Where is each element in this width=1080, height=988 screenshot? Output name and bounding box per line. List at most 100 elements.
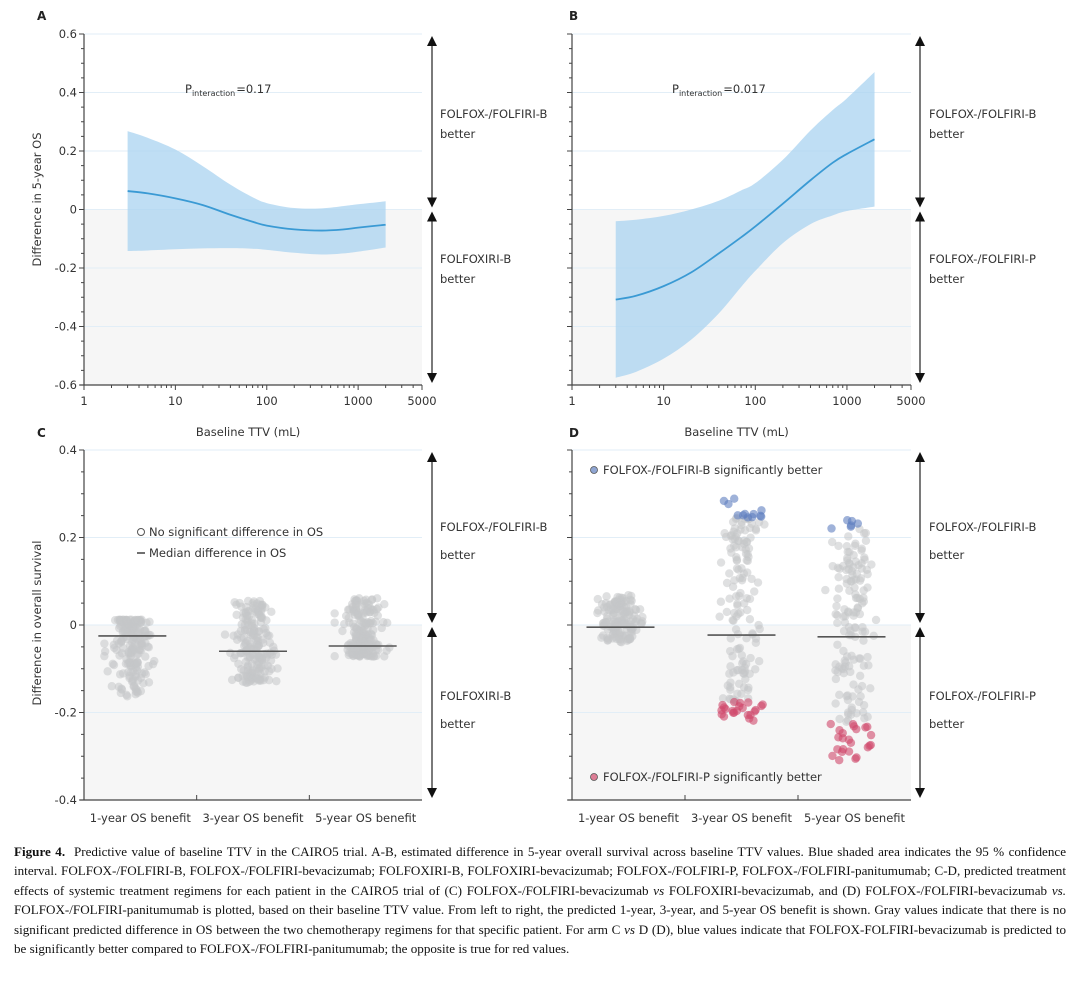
arrow-up-icon xyxy=(915,211,925,222)
data-point-gray xyxy=(242,645,252,655)
side-label-lower: better xyxy=(440,717,475,731)
data-point-red xyxy=(744,698,753,707)
side-label-upper: better xyxy=(440,127,475,141)
data-point-gray xyxy=(372,604,382,614)
data-point-gray xyxy=(728,651,737,661)
y-tick-label: -0.2 xyxy=(55,706,77,720)
arrow-down-icon xyxy=(915,788,925,798)
data-point-gray xyxy=(849,608,858,617)
p-value: =0.17 xyxy=(236,82,271,96)
data-point-gray xyxy=(827,537,837,547)
x-tick-label: 5000 xyxy=(896,394,925,408)
data-point-gray xyxy=(141,652,150,661)
data-point-gray xyxy=(232,610,241,620)
data-point-gray xyxy=(615,601,625,610)
figure-caption: Figure 4. Predictive value of baseline T… xyxy=(14,842,1066,958)
estimate-curve xyxy=(615,138,875,301)
data-point-gray xyxy=(251,604,260,614)
data-point-gray xyxy=(864,661,873,670)
data-point-gray xyxy=(348,651,358,660)
data-point-red xyxy=(863,722,872,732)
data-point-gray xyxy=(746,653,755,663)
data-point-gray xyxy=(743,605,752,615)
arrow-down-icon xyxy=(915,197,925,208)
data-point-gray xyxy=(726,544,735,553)
p-subscript: interaction xyxy=(679,89,722,98)
data-point-gray xyxy=(725,569,734,578)
x-category-label: 5-year OS benefit xyxy=(804,811,906,825)
legend-label: FOLFOX-/FOLFIRI-B significantly better xyxy=(603,463,823,477)
data-point-gray xyxy=(847,651,856,661)
data-point-gray xyxy=(845,560,854,569)
y-tick-label: -0.4 xyxy=(55,793,77,807)
arrow-down-icon xyxy=(427,197,437,208)
data-point-gray xyxy=(109,660,119,670)
p-symbol: P xyxy=(185,82,192,96)
panel-c: 0.4 0.2 0 -0.2 -0.4 1-year OS benefit 3-year O… xyxy=(30,426,548,825)
side-label-upper: FOLFOX-/FOLFIRI-B xyxy=(440,520,548,534)
data-point-gray xyxy=(723,681,733,690)
side-label-upper: FOLFOX-/FOLFIRI-B xyxy=(929,107,1037,121)
caption-segment: FOLFOXIRI-bevacizumab, and (D) FOLFOX-/F… xyxy=(664,882,1052,898)
data-point-gray xyxy=(725,594,734,603)
side-label-lower: FOLFOXIRI-B xyxy=(440,689,511,703)
data-point-gray xyxy=(330,618,339,627)
data-point-gray xyxy=(729,616,738,625)
x-tick-label: 1000 xyxy=(343,394,372,408)
data-point-gray xyxy=(121,615,131,624)
data-point-gray xyxy=(344,613,353,623)
panel-b: 1 10 100 1000 5000 Baseline TTV (mL) B Pinterac… xyxy=(567,9,1037,439)
data-point-gray xyxy=(136,686,146,696)
data-point-gray xyxy=(858,708,868,717)
x-tick-label: 1000 xyxy=(832,394,861,408)
data-point-gray xyxy=(103,667,112,676)
legend-label: No significant difference in OS xyxy=(149,525,323,539)
panel-a: 0.6 0.4 0.2 0 -0.2 -0.4 -0.61 10 100 1000 5000 Base… xyxy=(30,9,548,439)
panel-letter: B xyxy=(569,9,578,23)
data-point-gray xyxy=(359,626,368,635)
data-point-red xyxy=(838,744,848,754)
data-point-gray xyxy=(856,692,865,701)
data-point-red xyxy=(835,755,844,765)
y-tick-label: 0.2 xyxy=(59,144,77,158)
data-point-gray xyxy=(857,546,866,555)
data-point-red xyxy=(735,702,744,711)
data-point-gray xyxy=(627,628,636,637)
data-point-gray xyxy=(851,593,861,603)
data-point-gray xyxy=(100,651,109,661)
data-point-gray xyxy=(716,597,726,606)
side-label-upper: better xyxy=(929,127,964,141)
data-point-gray xyxy=(733,601,742,610)
p-value: =0.017 xyxy=(723,82,766,96)
arrow-up-icon xyxy=(915,452,925,462)
data-point-gray xyxy=(716,558,726,567)
data-point-gray xyxy=(135,646,144,655)
arrow-up-icon xyxy=(427,211,437,222)
data-point-gray xyxy=(737,517,746,527)
data-point-gray xyxy=(371,617,380,626)
data-point-gray xyxy=(834,584,844,593)
data-point-gray xyxy=(844,710,853,719)
data-point-gray xyxy=(372,594,382,603)
data-point-gray xyxy=(852,709,861,718)
data-point-gray xyxy=(859,586,868,595)
data-point-gray xyxy=(626,599,635,609)
data-point-gray xyxy=(385,643,394,652)
data-point-gray xyxy=(253,633,262,642)
data-point-blue xyxy=(730,494,739,503)
side-label-upper: FOLFOX-/FOLFIRI-B xyxy=(929,520,1037,534)
data-point-gray xyxy=(602,592,611,601)
legend-open-circle-icon xyxy=(137,528,145,536)
series-1 xyxy=(98,615,167,701)
data-point-gray xyxy=(616,635,625,644)
y-tick-label: -0.6 xyxy=(55,378,77,392)
arrow-up-icon xyxy=(915,36,925,46)
arrow-down-icon xyxy=(915,613,925,623)
data-point-gray xyxy=(265,638,275,647)
arrow-up-icon xyxy=(427,627,437,637)
data-point-gray xyxy=(128,674,138,684)
data-point-gray xyxy=(747,574,756,584)
data-point-gray xyxy=(112,636,122,645)
x-category-label: 3-year OS benefit xyxy=(202,811,304,825)
p-interaction-annotation: Pinteraction=0.017 xyxy=(672,82,766,98)
